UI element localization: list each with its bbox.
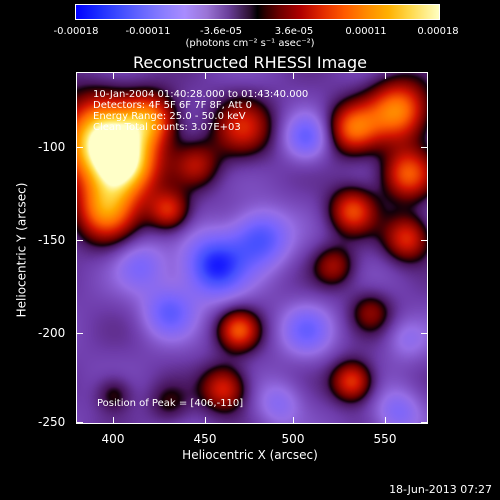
y-tick-label: -100 xyxy=(38,140,66,154)
colorbar-tick: 3.6e-05 xyxy=(274,26,314,37)
x-axis-label: Heliocentric X (arcsec) xyxy=(182,448,318,462)
annotation-clean: Clean Total counts: 3.07E+03 xyxy=(93,122,241,133)
y-tick-label: -150 xyxy=(38,233,66,247)
tick-mark xyxy=(76,147,83,148)
tick-mark xyxy=(113,417,114,424)
plot-area: 10-Jan-2004 01:40:28.000 to 01:43:40.000… xyxy=(76,72,428,424)
colorbar-tick: -0.00018 xyxy=(53,26,99,37)
tick-mark xyxy=(293,417,294,424)
annotation-time: 10-Jan-2004 01:40:28.000 to 01:43:40.000 xyxy=(93,89,309,100)
heatmap-image xyxy=(77,73,427,423)
annotation-energy: Energy Range: 25.0 - 50.0 keV xyxy=(93,111,246,122)
tick-mark xyxy=(76,333,83,334)
y-tick-label: -200 xyxy=(38,326,66,340)
colorbar-units: (photons cm⁻² s⁻¹ asec⁻²) xyxy=(185,38,315,49)
colorbar-tick: -0.00011 xyxy=(125,26,171,37)
tick-mark xyxy=(421,333,428,334)
chart-title: Reconstructed RHESSI Image xyxy=(133,53,367,72)
colorbar xyxy=(75,4,440,20)
tick-mark xyxy=(385,417,386,424)
colorbar-tick: 0.00018 xyxy=(417,26,459,37)
tick-mark xyxy=(205,417,206,424)
tick-mark xyxy=(421,147,428,148)
y-tick-label: -250 xyxy=(38,415,66,429)
tick-mark xyxy=(385,72,386,79)
timestamp: 18-Jun-2013 07:27 xyxy=(389,483,492,496)
peak-position-label: Position of Peak = [406,-110] xyxy=(97,398,244,409)
tick-mark xyxy=(113,72,114,79)
tick-mark xyxy=(76,422,83,423)
colorbar-tick: 0.00011 xyxy=(345,26,387,37)
colorbar-tick: -3.6e-05 xyxy=(200,26,242,37)
tick-mark xyxy=(76,240,83,241)
x-tick-label: 550 xyxy=(373,432,397,446)
tick-mark xyxy=(205,72,206,79)
x-tick-label: 450 xyxy=(193,432,217,446)
x-tick-label: 400 xyxy=(101,432,125,446)
tick-mark xyxy=(293,72,294,79)
y-axis-label: Heliocentric Y (arcsec) xyxy=(14,182,29,318)
tick-mark xyxy=(421,240,428,241)
annotation-detectors: Detectors: 4F 5F 6F 7F 8F, Att 0 xyxy=(93,100,253,111)
tick-mark xyxy=(421,422,428,423)
x-tick-label: 500 xyxy=(281,432,305,446)
